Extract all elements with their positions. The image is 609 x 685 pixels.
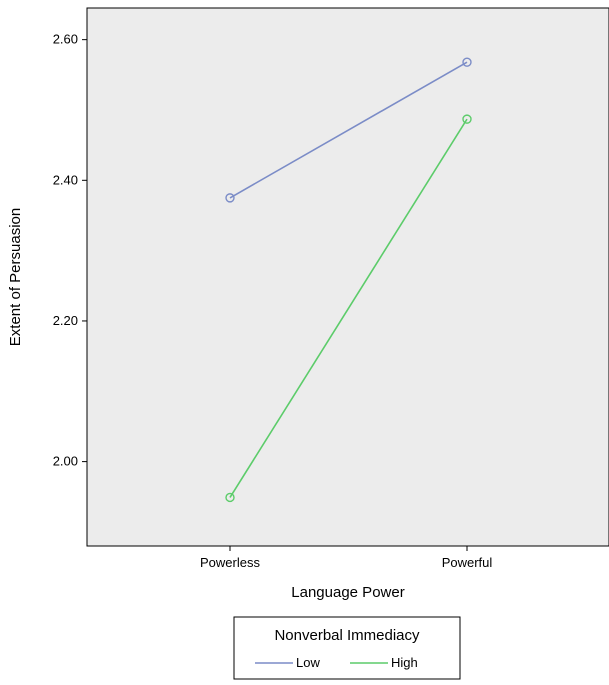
data-point-high	[462, 114, 472, 124]
legend-label-low: Low	[296, 655, 320, 670]
legend-label-high: High	[391, 655, 418, 670]
y-tick-label: 2.40	[53, 172, 78, 187]
legend: Nonverbal Immediacy Low High	[233, 616, 461, 680]
series-layer	[225, 57, 472, 503]
x-tick-label: Powerless	[200, 555, 260, 570]
y-tick-label: 2.60	[53, 32, 78, 47]
legend-items: Low High	[255, 655, 418, 670]
legend-title: Nonverbal Immediacy	[274, 627, 420, 644]
data-point-high	[225, 492, 235, 503]
y-tick-label: 2.00	[53, 454, 78, 469]
y-tick-label: 2.20	[53, 313, 78, 328]
plot-area	[86, 7, 609, 547]
series-line-low	[229, 61, 468, 199]
data-point-low	[462, 57, 472, 67]
y-axis-title: Extent of Persuasion	[7, 208, 24, 346]
series-line-high	[229, 118, 468, 498]
x-tick-label: Powerful	[442, 555, 493, 570]
y-axis: 2.00 2.20 2.40 2.60	[53, 32, 87, 469]
data-point-low	[225, 193, 235, 203]
x-axis: Powerless Powerful	[200, 546, 492, 570]
legend-box	[233, 616, 461, 680]
x-axis-title: Language Power	[291, 584, 404, 601]
